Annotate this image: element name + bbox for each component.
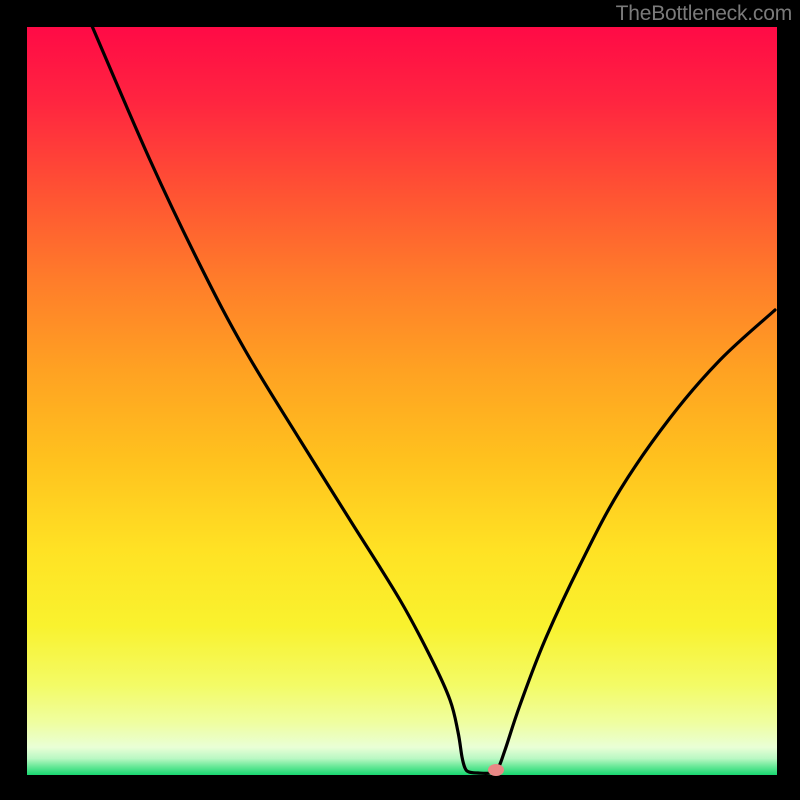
minimum-marker bbox=[488, 764, 504, 776]
watermark-text: TheBottleneck.com bbox=[616, 2, 792, 26]
chart-container: TheBottleneck.com bbox=[0, 0, 800, 800]
bottleneck-chart bbox=[0, 0, 800, 800]
